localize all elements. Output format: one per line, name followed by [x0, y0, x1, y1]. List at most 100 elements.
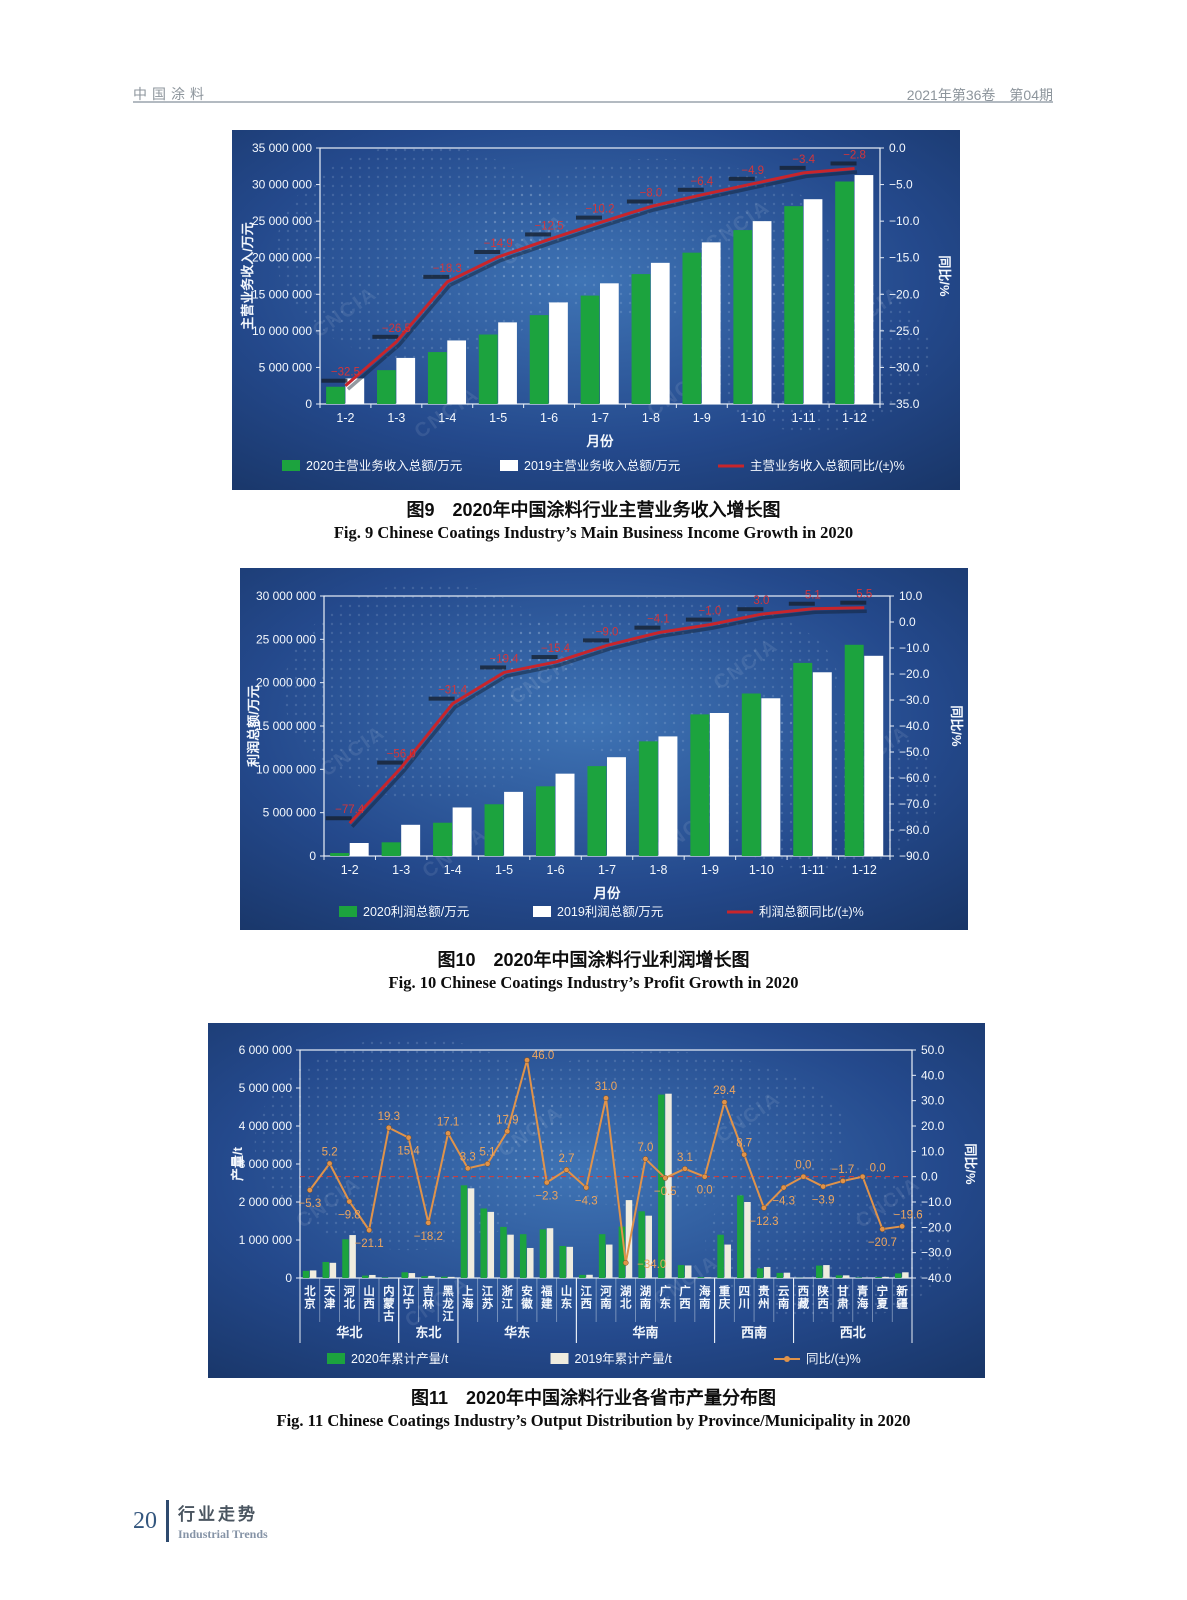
- province-label: 湖: [620, 1284, 632, 1298]
- province-label: 西: [798, 1285, 810, 1298]
- bar-previous: [783, 1272, 791, 1278]
- bar-current: [326, 386, 345, 404]
- yoy-label: 7.0: [637, 1142, 653, 1154]
- bar-previous: [902, 1272, 909, 1278]
- yoy-label: −14.9: [484, 238, 513, 250]
- x-tick-label: 1-5: [495, 863, 513, 877]
- bar-current: [875, 1277, 882, 1278]
- bar-previous: [600, 283, 619, 404]
- y-axis-left-tick: 25 000 000: [252, 214, 312, 228]
- yoy-marker: [642, 1156, 649, 1162]
- bar-previous: [684, 1265, 692, 1278]
- yoy-marker: [504, 1128, 511, 1135]
- bar-current: [302, 1270, 310, 1278]
- province-label: 陕: [817, 1284, 829, 1298]
- label-dash: [474, 249, 501, 254]
- province-label: 东: [659, 1297, 671, 1311]
- province-label: 天: [324, 1285, 336, 1298]
- bar-previous: [665, 1093, 672, 1278]
- province-label: 河: [600, 1284, 612, 1298]
- bar-previous: [761, 698, 781, 856]
- province-label: 青: [857, 1284, 869, 1298]
- label-dash: [737, 607, 764, 612]
- yoy-label: 3.0: [753, 595, 769, 607]
- yoy-label: −4.1: [647, 614, 670, 626]
- x-tick-label: 1-8: [642, 411, 660, 425]
- bar-previous: [842, 1275, 850, 1278]
- legend-line-marker: [784, 1356, 790, 1362]
- x-tick-label: 1-3: [387, 411, 405, 425]
- yoy-label: −20.7: [868, 1237, 897, 1249]
- yoy-label: −15.4: [541, 643, 571, 655]
- yoy-label: 2.7: [559, 1153, 575, 1165]
- bar-previous: [401, 824, 421, 856]
- y-axis-left-tick: 10 000 000: [252, 324, 312, 338]
- yoy-label: −0.5: [654, 1186, 677, 1198]
- province-label: 林: [423, 1297, 435, 1311]
- bar-current: [682, 252, 702, 404]
- yoy-label: −1.0: [699, 606, 722, 618]
- bar-current: [580, 295, 600, 404]
- yoy-label: −4.9: [741, 165, 764, 177]
- yoy-marker: [425, 1219, 432, 1226]
- y-axis-left-tick: 20 000 000: [256, 676, 316, 690]
- bar-previous: [345, 378, 365, 404]
- bar-previous: [812, 672, 832, 856]
- yoy-label: 17.9: [496, 1114, 518, 1126]
- province-label: 云: [778, 1285, 790, 1298]
- yoy-label: −5.3: [299, 1198, 322, 1210]
- bar-current: [440, 1276, 448, 1278]
- bar-previous: [763, 1266, 771, 1278]
- bar-current: [500, 1226, 507, 1278]
- fig10-caption-en: Fig. 10 Chinese Coatings Industry’s Prof…: [388, 973, 799, 992]
- legend-label: 2020主营业务收入总额/万元: [306, 458, 462, 473]
- legend-label: 2019年累计产量/t: [575, 1352, 673, 1366]
- bar-previous: [744, 1202, 751, 1278]
- yoy-marker: [563, 1166, 570, 1173]
- bar-previous: [650, 262, 670, 404]
- y-axis-right-tick: 20.0: [921, 1119, 945, 1133]
- province-label: 甘: [837, 1284, 849, 1298]
- y-axis-left-tick: 0: [305, 397, 312, 411]
- yoy-marker: [840, 1178, 846, 1184]
- bar-current: [844, 644, 864, 856]
- bar-current: [381, 1277, 389, 1278]
- page-number: 20: [133, 1507, 157, 1534]
- y-axis-right-tick: −40.0: [899, 719, 930, 733]
- yoy-label: 5.2: [322, 1146, 338, 1158]
- label-dash: [728, 176, 755, 181]
- yoy-label: 0.0: [795, 1160, 811, 1172]
- x-tick-label: 1-6: [540, 411, 558, 425]
- bar-current: [793, 662, 813, 856]
- bar-current: [433, 822, 453, 856]
- province-label: 苏: [482, 1297, 494, 1311]
- province-label: 宁: [403, 1297, 415, 1311]
- x-tick-label: 1-10: [740, 411, 765, 425]
- bar-previous: [854, 175, 874, 404]
- yoy-label: −8.0: [640, 188, 663, 200]
- x-tick-label: 1-7: [591, 411, 609, 425]
- yoy-label: −77.4: [335, 804, 365, 816]
- province-label: 广: [659, 1284, 671, 1298]
- bar-previous: [823, 1265, 830, 1278]
- y-axis-right-title: 同比/%: [937, 255, 952, 297]
- bar-current: [784, 206, 804, 404]
- bar-previous: [309, 1270, 317, 1278]
- bar-current: [480, 1208, 487, 1278]
- bar-current: [377, 370, 396, 404]
- y-axis-right-tick: −80.0: [899, 823, 930, 837]
- province-label: 夏: [877, 1298, 889, 1311]
- bar-previous: [607, 757, 626, 856]
- province-label: 安: [521, 1284, 533, 1298]
- x-tick-label: 1-8: [649, 863, 667, 877]
- bar-previous: [527, 1247, 534, 1278]
- y-axis-right-tick: 10.0: [921, 1144, 945, 1158]
- yoy-label: −3.4: [792, 154, 815, 166]
- bar-current: [658, 1094, 665, 1278]
- y-axis-right-tick: −25.0: [889, 324, 920, 338]
- y-axis-right-tick: −35.0: [889, 397, 920, 411]
- x-tick-label: 1-12: [842, 411, 867, 425]
- bar-current: [631, 274, 651, 404]
- bar-current: [484, 804, 504, 856]
- province-label: 疆: [896, 1298, 908, 1311]
